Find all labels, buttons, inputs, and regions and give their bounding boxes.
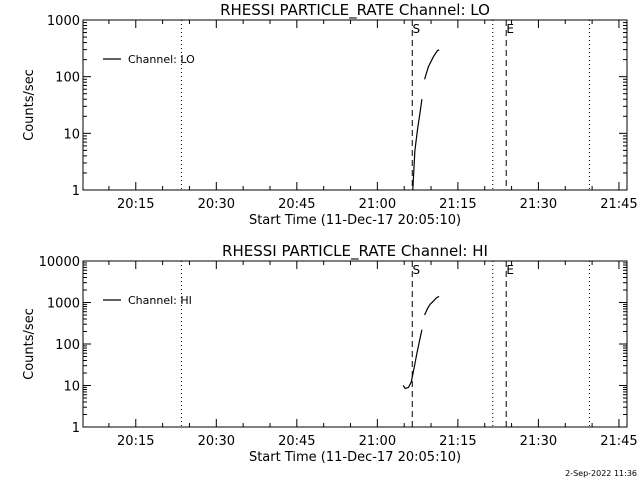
series-line — [402, 329, 423, 390]
series-line — [424, 49, 440, 80]
x-tick-label: 21:00 — [359, 197, 396, 212]
marker-label: E — [506, 22, 514, 36]
legend-label: Channel: HI — [128, 294, 192, 307]
x-tick-label: 21:30 — [520, 197, 557, 212]
y-tick-label: 10 — [63, 380, 80, 395]
panel-lo: RHESSI PARTICLE_RATE Channel: LO 20:15 20:… — [22, 1, 638, 228]
x-tick-label: 20:45 — [278, 434, 315, 449]
x-tick-label: 21:15 — [439, 197, 476, 212]
x-tick-label: 21:00 — [359, 434, 396, 449]
x-tick-label: 21:30 — [520, 434, 557, 449]
chart-title: RHESSI PARTICLE_RATE Channel: HI — [222, 242, 488, 261]
panel-hi: RHESSI PARTICLE_RATE Channel: HI 20:15 20:… — [22, 242, 638, 465]
x-axis-label: Start Time (11-Dec-17 20:05:10) — [249, 450, 461, 465]
series-line — [412, 99, 423, 191]
x-tick-label: 20:15 — [117, 197, 154, 212]
y-tick-label: 1000 — [47, 297, 80, 312]
y-axis-label: Counts/sec — [22, 308, 37, 380]
x-tick-label: 20:15 — [117, 434, 154, 449]
timestamp: 2-Sep-2022 11:36 — [565, 469, 637, 478]
y-axis-label: Counts/sec — [22, 69, 37, 141]
marker-label: S — [412, 22, 420, 36]
marker-label: S — [412, 263, 420, 277]
x-axis-label: Start Time (11-Dec-17 20:05:10) — [249, 213, 461, 228]
x-tick-label: 21:45 — [600, 197, 637, 212]
x-tick-label: 21:15 — [439, 434, 476, 449]
plot-frame — [82, 260, 628, 428]
x-tick-label: 20:45 — [278, 197, 315, 212]
x-tick-label: 20:30 — [198, 197, 235, 212]
y-tick-label: 1000 — [47, 14, 80, 29]
series-line — [424, 295, 440, 316]
y-tick-label: 100 — [55, 71, 80, 86]
x-tick-label: 21:45 — [600, 434, 637, 449]
marker-label: E — [506, 263, 514, 277]
chart-title: RHESSI PARTICLE_RATE Channel: LO — [220, 1, 490, 20]
y-tick-label: 10 — [63, 127, 80, 142]
plot-frame — [82, 19, 628, 191]
y-tick-label: 10000 — [39, 255, 80, 270]
y-tick-label: 1 — [72, 184, 80, 199]
y-tick-label: 100 — [55, 338, 80, 353]
legend-label: Channel: LO — [128, 53, 195, 66]
y-tick-label: 1 — [72, 421, 80, 436]
x-tick-label: 20:30 — [198, 434, 235, 449]
